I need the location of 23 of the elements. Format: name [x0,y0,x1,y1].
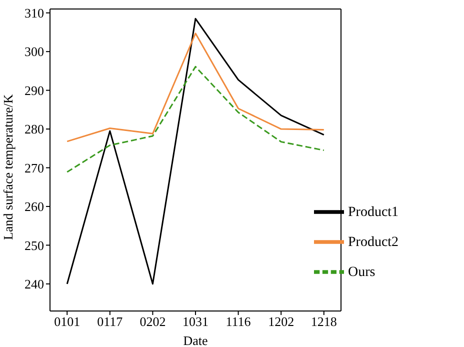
y-tick-label: 270 [24,160,44,176]
legend-label: Product2 [348,234,399,250]
line-series [66,18,325,285]
x-tick-label: 1202 [268,314,294,330]
y-tick-label: 280 [24,122,44,137]
y-tick-label: 290 [24,82,44,98]
x-tick-label: 0202 [140,314,166,330]
x-tick-label: 1031 [182,314,208,330]
legend-label: Ours [348,264,376,280]
y-axis-title: Land surface temperature/K [0,94,16,240]
y-tick-label: 300 [24,44,44,60]
x-tick-label: 1116 [226,314,252,330]
x-tick-label: 0101 [54,314,80,330]
y-tick-label: 310 [24,5,44,20]
y-tick-label: 240 [24,276,44,292]
line-series [66,66,325,173]
line-series [66,32,325,142]
y-tick-label: 260 [24,199,44,214]
x-axis-title: Date [183,333,208,347]
x-tick-label: 1218 [310,314,337,330]
x-tick-label: 0117 [97,314,124,330]
y-tick-label: 250 [24,238,44,253]
legend-label: Product1 [348,204,399,220]
